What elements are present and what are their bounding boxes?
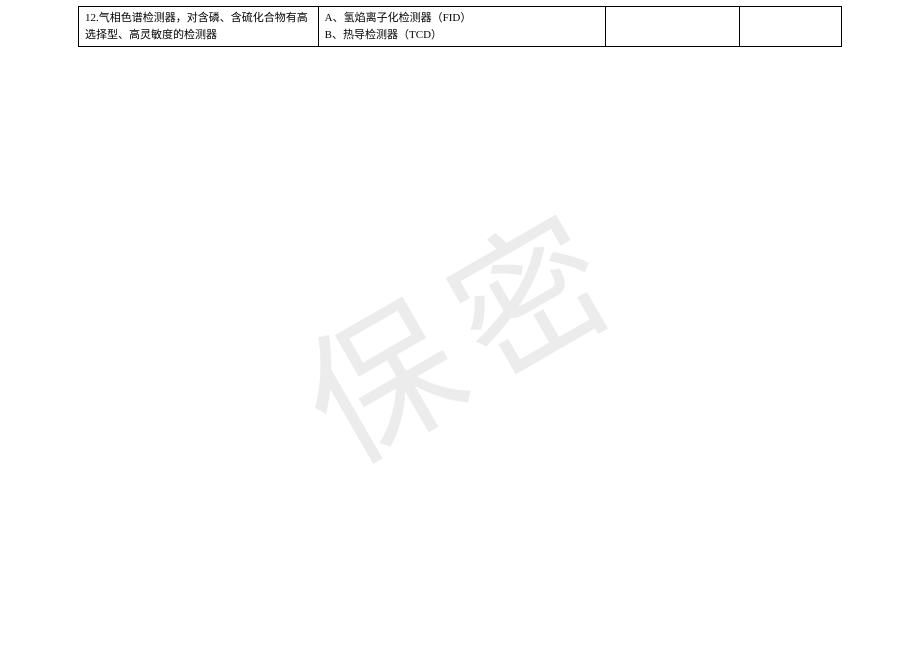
answer-cell (606, 7, 740, 47)
question-cell: 12.气相色谱检测器，对含磷、含硫化合物有高选择型、高灵敏度的检测器 (79, 7, 319, 47)
option-b: B、热导检测器（TCD） (325, 29, 442, 41)
question-table: 12.气相色谱检测器，对含磷、含硫化合物有高选择型、高灵敏度的检测器 A、氢焰离… (78, 6, 842, 47)
options-cell: A、氢焰离子化检测器（FID） B、热导检测器（TCD） (318, 7, 606, 47)
table-row: 12.气相色谱检测器，对含磷、含硫化合物有高选择型、高灵敏度的检测器 A、氢焰离… (79, 7, 842, 47)
question-table-container: 12.气相色谱检测器，对含磷、含硫化合物有高选择型、高灵敏度的检测器 A、氢焰离… (78, 6, 842, 47)
score-cell (740, 7, 842, 47)
option-a: A、氢焰离子化检测器（FID） (325, 12, 472, 24)
confidential-watermark: 保密 (259, 147, 662, 505)
